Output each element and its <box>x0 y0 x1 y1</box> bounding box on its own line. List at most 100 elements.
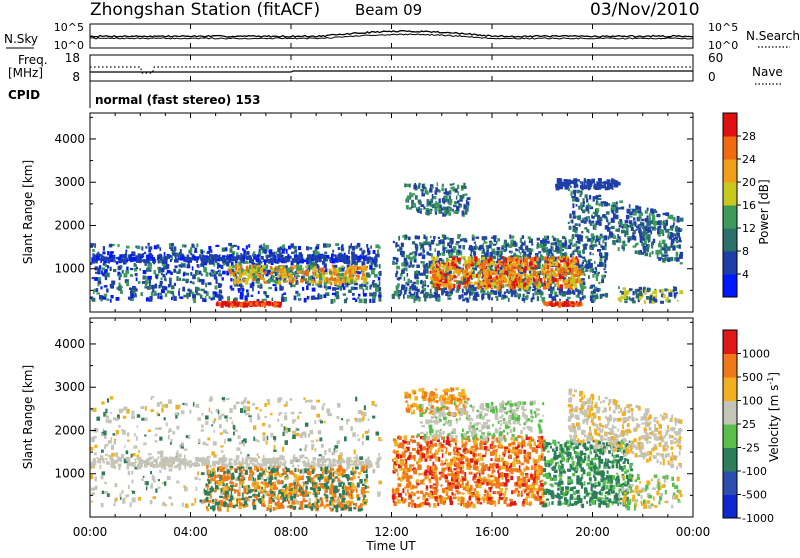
colorbar-swatch <box>723 205 737 229</box>
range-cell <box>144 417 147 421</box>
range-cell <box>306 246 309 250</box>
range-cell <box>158 257 160 259</box>
range-cell <box>237 303 239 308</box>
range-cell <box>256 281 260 284</box>
range-cell <box>107 299 110 301</box>
range-cell <box>423 206 425 209</box>
range-cell <box>598 198 602 200</box>
range-cell <box>224 415 227 418</box>
range-cell <box>138 281 141 284</box>
range-cell <box>451 262 453 267</box>
range-cell <box>560 182 563 184</box>
range-cell <box>439 276 442 279</box>
range-cell <box>592 274 594 278</box>
range-cell <box>110 299 112 303</box>
range-cell <box>230 274 232 277</box>
range-cell <box>324 421 326 423</box>
range-cell <box>359 248 361 251</box>
range-cell <box>153 496 157 499</box>
range-cell <box>643 288 645 293</box>
range-cell <box>421 261 423 264</box>
range-cell <box>219 289 222 293</box>
range-cell <box>540 256 544 261</box>
range-cell <box>436 256 438 261</box>
range-cell <box>621 207 624 210</box>
range-cell <box>582 209 585 213</box>
range-cell <box>555 274 558 277</box>
range-cell <box>643 246 647 249</box>
range-cell <box>209 408 211 412</box>
range-cell <box>570 280 573 285</box>
colorbar-swatch <box>723 182 737 206</box>
range-cell <box>175 257 177 262</box>
range-cell <box>409 253 412 255</box>
range-cell <box>270 413 272 416</box>
range-cell <box>497 238 500 241</box>
range-cell <box>577 190 580 194</box>
range-cell <box>305 445 308 448</box>
range-cell <box>492 283 494 286</box>
range-cell <box>99 295 103 300</box>
range-cell <box>115 452 118 457</box>
range-cell <box>103 431 106 436</box>
range-cell <box>657 229 659 233</box>
colorbar-tick-label: 12 <box>742 222 756 235</box>
range-cell <box>531 243 533 246</box>
range-cell <box>509 235 511 239</box>
range-cell <box>114 500 116 503</box>
range-cell <box>186 435 188 438</box>
range-cell <box>118 244 120 247</box>
range-cell <box>460 269 463 271</box>
range-cell <box>554 292 557 296</box>
range-cell <box>249 302 253 306</box>
range-cell <box>589 195 591 200</box>
range-cell <box>148 453 152 455</box>
range-cell <box>159 437 162 441</box>
range-cell <box>102 251 105 254</box>
range-cell <box>320 273 322 277</box>
range-cell <box>442 253 445 256</box>
range-cell <box>280 266 283 269</box>
range-cell <box>206 272 209 277</box>
range-cell <box>468 261 471 264</box>
range-cell <box>504 278 506 283</box>
range-cell <box>670 290 672 293</box>
range-cell <box>454 280 457 282</box>
range-cell <box>258 456 260 458</box>
range-cell <box>140 256 143 259</box>
range-cell <box>128 297 132 300</box>
range-cell <box>101 270 103 274</box>
range-cell <box>284 412 287 414</box>
range-cell <box>590 223 593 226</box>
range-cell <box>132 491 135 494</box>
range-cell <box>99 465 101 469</box>
range-cell <box>148 250 151 252</box>
range-cell <box>113 269 116 272</box>
range-cell <box>257 453 259 456</box>
range-cell <box>157 412 159 417</box>
range-cell <box>614 215 617 217</box>
range-cell <box>501 250 503 255</box>
range-cell <box>679 237 681 240</box>
range-cell <box>148 243 150 246</box>
range-cell <box>664 249 666 251</box>
range-cell <box>107 398 109 402</box>
range-cell <box>511 236 514 239</box>
range-cell <box>158 487 161 489</box>
range-cell <box>598 272 600 274</box>
range-cell <box>331 299 334 304</box>
range-cell <box>94 277 98 281</box>
range-cell <box>229 271 232 274</box>
range-cell <box>276 303 279 305</box>
range-cell <box>94 452 97 455</box>
range-cell <box>618 221 620 224</box>
y-tick-label: 3000 <box>54 175 85 189</box>
range-cell <box>423 235 425 240</box>
range-cell <box>574 190 577 193</box>
range-cell <box>332 264 334 267</box>
range-cell <box>255 301 259 305</box>
range-cell <box>102 491 104 494</box>
range-cell <box>326 286 328 291</box>
range-cell <box>550 290 553 294</box>
range-cell <box>93 259 96 262</box>
